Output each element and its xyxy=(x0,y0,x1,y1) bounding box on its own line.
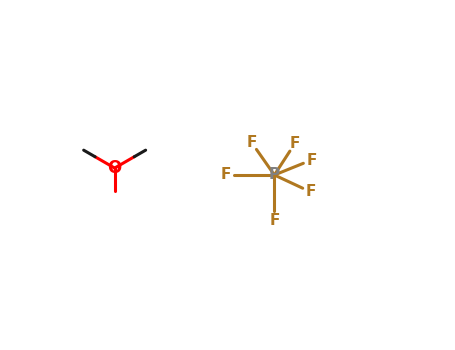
Text: P: P xyxy=(269,168,280,182)
Text: F: F xyxy=(289,136,300,151)
Text: F: F xyxy=(246,135,257,150)
Text: F: F xyxy=(305,184,316,200)
Text: F: F xyxy=(221,168,231,182)
Text: O: O xyxy=(107,159,122,177)
Text: F: F xyxy=(269,213,279,228)
Text: F: F xyxy=(306,153,317,168)
